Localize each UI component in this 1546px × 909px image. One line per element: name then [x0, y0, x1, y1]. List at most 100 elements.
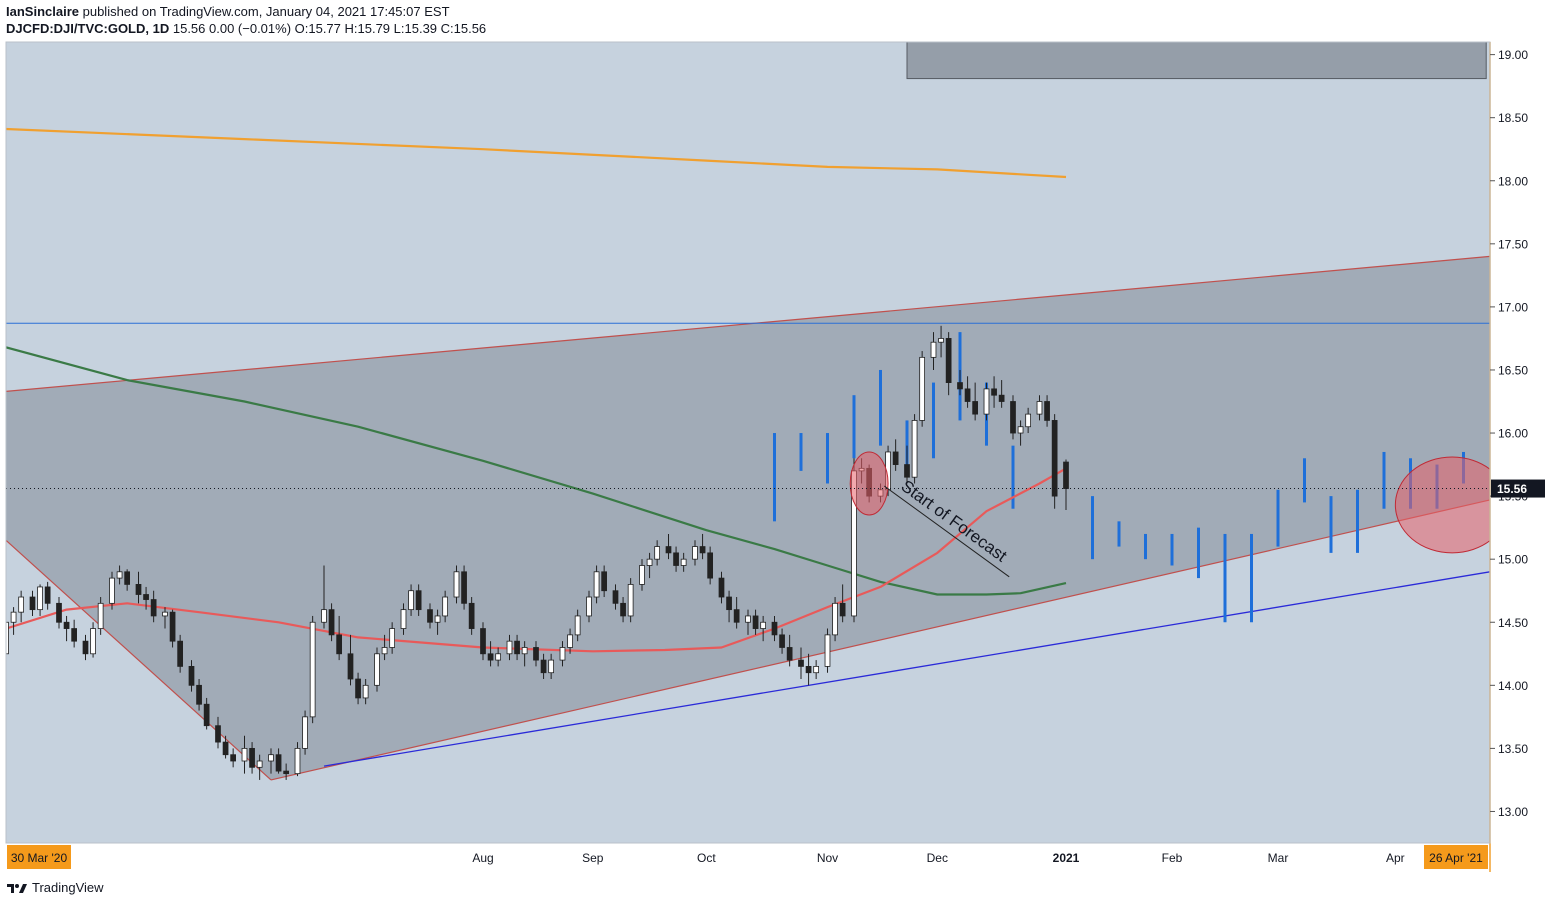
- candle-down: [487, 653, 494, 661]
- y-tick-label: 15.00: [1498, 553, 1528, 567]
- author-name[interactable]: IanSinclaire: [6, 4, 79, 19]
- y-tick-label: 14.00: [1498, 679, 1528, 693]
- ohlc-values: 15.56 0.00 (−0.01%) O:15.77 H:15.79 L:15…: [172, 21, 487, 36]
- highlight-circle-1: [849, 451, 889, 516]
- candle-up: [495, 653, 502, 661]
- forecast-bar: [1329, 496, 1333, 553]
- forecast-bar: [826, 433, 829, 484]
- candle-down: [540, 659, 547, 674]
- moving-average-green: [6, 346, 1067, 596]
- forecast-annotation-line: [883, 485, 1010, 578]
- candle-down: [427, 609, 433, 623]
- x-tick-label: 2021: [1053, 851, 1080, 865]
- last-price-badge: [1491, 479, 1545, 498]
- candle-down: [699, 546, 706, 554]
- candle-up: [321, 609, 327, 623]
- candle-up: [302, 716, 308, 749]
- x-tick-label: Sep: [582, 851, 604, 865]
- forecast-bar: [1276, 489, 1280, 547]
- y-tick-label: 13.50: [1498, 742, 1528, 756]
- candle-up: [813, 666, 820, 674]
- candle-down: [514, 640, 520, 655]
- candle-down: [347, 653, 354, 680]
- candle-up: [90, 628, 96, 655]
- candle-down: [998, 394, 1005, 402]
- candle-up: [938, 338, 944, 343]
- candle-up: [1017, 426, 1024, 434]
- top-shaded-box: [906, 42, 1487, 80]
- channel-lower-line: [270, 499, 1490, 781]
- y-tick-label: 18.00: [1498, 174, 1528, 188]
- candle-up: [408, 590, 414, 611]
- publisher-line: IanSinclaire published on TradingView.co…: [6, 4, 450, 19]
- candle-up: [680, 558, 687, 566]
- candle-up: [434, 615, 441, 623]
- candle-up: [586, 596, 592, 617]
- y-tick-label: 16.00: [1498, 427, 1528, 441]
- candle-down: [124, 571, 131, 585]
- candle-down: [972, 401, 979, 415]
- forecast-bar: [852, 395, 856, 459]
- date-badge-label: 26 Apr '21: [1429, 851, 1483, 865]
- candle-up: [692, 546, 698, 560]
- candle-up: [1036, 401, 1043, 415]
- candle-down: [415, 590, 422, 611]
- forecast-bar: [1170, 533, 1174, 566]
- candle-down: [752, 615, 759, 629]
- candle-up: [6, 621, 9, 655]
- candle-up: [374, 653, 380, 686]
- support-trendline: [323, 571, 1490, 767]
- plot-area: Start of Forecast: [6, 42, 1490, 781]
- candle-down: [230, 754, 237, 762]
- candle-down: [150, 599, 157, 617]
- tradingview-logo-icon: [7, 883, 27, 893]
- candle-up: [911, 420, 918, 478]
- forecast-bar: [773, 433, 776, 522]
- candle-down: [44, 586, 51, 604]
- candle-down: [1010, 401, 1016, 434]
- candle-down: [612, 590, 619, 604]
- candle-down: [964, 388, 971, 402]
- forecast-bar: [1197, 527, 1200, 579]
- candle-up: [362, 684, 369, 699]
- candle-up: [506, 640, 513, 655]
- x-tick-label: Mar: [1268, 851, 1289, 865]
- candle-down: [945, 338, 952, 383]
- footer-brand[interactable]: TradingView: [6, 880, 104, 895]
- candle-down: [71, 628, 78, 642]
- y-tick-label: 14.50: [1498, 616, 1528, 630]
- candle-down: [991, 388, 997, 396]
- forecast-bar: [1382, 451, 1386, 509]
- forecast-bar: [1223, 533, 1227, 623]
- highlight-circle-2: [1394, 456, 1490, 554]
- candle-up: [268, 754, 274, 762]
- candle-down: [892, 451, 899, 465]
- candle-up: [559, 647, 566, 661]
- candle-down: [135, 584, 142, 595]
- footer-brand-text: TradingView: [32, 880, 104, 895]
- candle-down: [673, 552, 679, 566]
- forecast-bar: [879, 369, 882, 446]
- forecast-bar: [1117, 521, 1121, 547]
- moving-average-orange: [6, 127, 1067, 179]
- published-text: published on TradingView.com, January 04…: [82, 4, 450, 19]
- x-tick-label: Dec: [927, 851, 948, 865]
- candle-down: [1044, 401, 1050, 421]
- symbol-label: DJCFD:DJI/TVC:GOLD, 1D: [6, 21, 170, 36]
- x-tick-label: Aug: [472, 851, 493, 865]
- candle-down: [215, 725, 221, 743]
- candle-up: [627, 584, 634, 617]
- candle-up: [389, 628, 396, 648]
- y-tick-label: 18.50: [1498, 111, 1528, 125]
- forecast-bar: [1250, 533, 1253, 623]
- candle-down: [355, 678, 361, 699]
- channel-upper-line: [6, 255, 1490, 392]
- forecast-bar: [1011, 445, 1015, 509]
- candle-down: [726, 596, 732, 611]
- x-tick-label: Apr: [1386, 851, 1405, 865]
- candle-down: [461, 571, 467, 604]
- candle-down: [533, 647, 539, 661]
- y-tick-label: 19.00: [1498, 48, 1528, 62]
- candle-up: [309, 621, 316, 718]
